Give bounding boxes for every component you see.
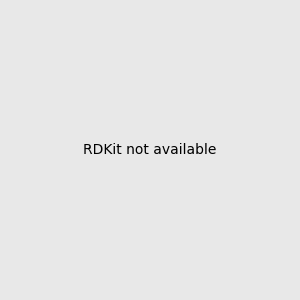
Text: RDKit not available: RDKit not available bbox=[83, 143, 217, 157]
